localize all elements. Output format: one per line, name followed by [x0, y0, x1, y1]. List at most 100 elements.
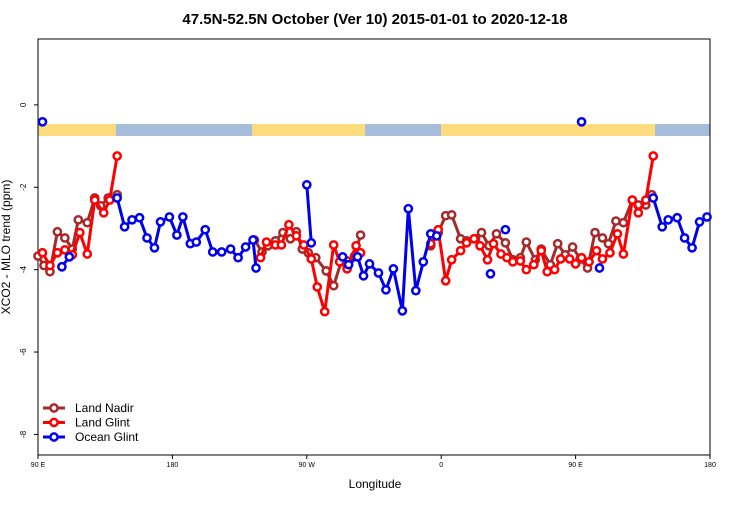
- y-tick-label: -4: [19, 266, 28, 274]
- ocean-band: [655, 124, 710, 136]
- x-tick-label: 90 W: [299, 462, 316, 469]
- point: [364, 259, 375, 269]
- point: [119, 221, 130, 232]
- point: [178, 212, 188, 222]
- point: [469, 233, 479, 244]
- point: [248, 235, 258, 245]
- point: [207, 247, 218, 257]
- point: [491, 228, 502, 239]
- point: [694, 217, 705, 227]
- point: [594, 263, 605, 273]
- point: [687, 242, 697, 253]
- legend-marker: [49, 417, 59, 428]
- point: [403, 203, 414, 214]
- point: [82, 249, 93, 259]
- point: [112, 151, 122, 161]
- point: [164, 212, 175, 222]
- plot-frame: [37, 38, 711, 456]
- point: [172, 230, 182, 240]
- point: [98, 207, 109, 218]
- point: [627, 195, 638, 205]
- x-tick-label: 0: [439, 462, 443, 469]
- point: [663, 214, 674, 225]
- point: [312, 282, 323, 292]
- point: [500, 238, 511, 248]
- point: [584, 256, 594, 267]
- point: [515, 256, 526, 266]
- chart-title: 47.5N-52.5N October (Ver 10) 2015-01-01 …: [182, 11, 567, 28]
- y-axis-label: XCO2 - MLO trend (ppm): [0, 180, 13, 315]
- point: [702, 212, 712, 222]
- legend-marker: [49, 403, 59, 413]
- point: [542, 266, 553, 277]
- point: [191, 237, 202, 247]
- point: [57, 261, 67, 272]
- point: [200, 224, 211, 235]
- point: [476, 227, 487, 238]
- point: [648, 151, 659, 161]
- point: [284, 219, 294, 230]
- point: [319, 306, 330, 317]
- point: [410, 285, 421, 296]
- point: [591, 245, 602, 256]
- point: [216, 247, 227, 257]
- point: [89, 195, 100, 205]
- point: [134, 212, 145, 223]
- point: [142, 233, 152, 243]
- point: [446, 210, 457, 220]
- point: [612, 228, 623, 239]
- series-line: [41, 155, 655, 313]
- point: [482, 254, 493, 265]
- point: [351, 240, 361, 251]
- point: [633, 207, 644, 218]
- point: [552, 238, 563, 249]
- point: [648, 193, 659, 203]
- x-tick-label: 180: [704, 462, 716, 469]
- land-band: [441, 124, 655, 136]
- point: [611, 216, 621, 226]
- point: [306, 238, 317, 248]
- point: [276, 240, 287, 250]
- x-axis-label: Longitude: [349, 477, 402, 491]
- x-tick-label: 90 E: [568, 462, 583, 469]
- point: [127, 214, 137, 225]
- point: [251, 263, 261, 273]
- legend-label: Land Glint: [75, 416, 130, 430]
- point: [570, 259, 581, 269]
- point: [657, 221, 668, 232]
- point: [528, 259, 539, 270]
- point: [112, 193, 122, 203]
- y-tick-label: -2: [19, 183, 28, 191]
- point: [597, 254, 608, 264]
- point: [555, 254, 566, 264]
- point: [149, 242, 160, 253]
- point: [64, 252, 75, 262]
- point: [446, 254, 457, 265]
- point: [521, 237, 532, 247]
- point: [328, 240, 339, 250]
- point: [549, 264, 560, 275]
- point: [590, 227, 600, 238]
- point: [337, 252, 348, 262]
- point: [597, 233, 608, 243]
- legend-label: Ocean Glint: [75, 430, 139, 444]
- point: [576, 252, 587, 263]
- land-band: [252, 124, 365, 136]
- point: [240, 242, 251, 252]
- point: [475, 240, 485, 251]
- legend-label: Land Nadir: [75, 401, 134, 415]
- point: [605, 247, 615, 258]
- point: [485, 268, 496, 279]
- point: [672, 212, 682, 223]
- point: [373, 268, 384, 278]
- point: [381, 284, 391, 295]
- series-line: [60, 184, 708, 312]
- point: [301, 179, 312, 190]
- point: [521, 264, 532, 275]
- point: [291, 231, 302, 241]
- point: [225, 244, 236, 254]
- point: [45, 260, 55, 271]
- point: [358, 270, 369, 281]
